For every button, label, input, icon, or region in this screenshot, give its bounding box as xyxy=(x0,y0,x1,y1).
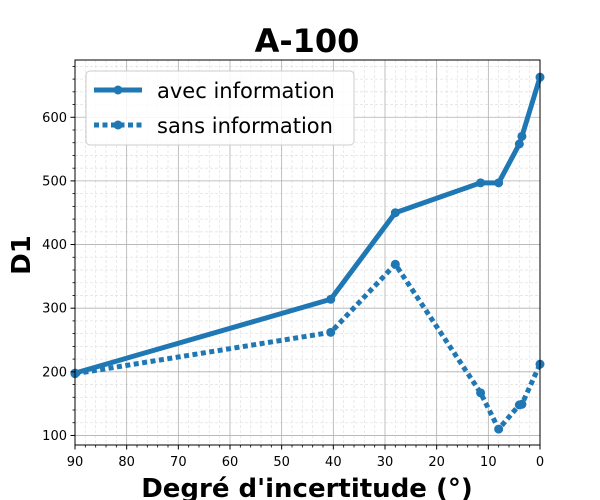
legend: avec information sans information xyxy=(85,70,355,146)
series-point-sans xyxy=(476,388,486,398)
legend-box xyxy=(85,70,355,146)
series-point-sans xyxy=(494,424,504,434)
x-tick-label: 50 xyxy=(273,455,290,470)
x-tick-label: 60 xyxy=(222,455,239,470)
y-axis-label: D1 xyxy=(7,235,37,275)
x-tick-label: 30 xyxy=(377,455,394,470)
y-tick-label: 500 xyxy=(42,174,67,189)
series-point-avec xyxy=(326,294,336,304)
y-tick-label: 600 xyxy=(42,111,67,126)
y-tick-label: 400 xyxy=(42,238,67,253)
legend-label-avec: avec information xyxy=(157,79,335,103)
plot-frame xyxy=(74,59,541,446)
x-tick-label: 10 xyxy=(480,455,497,470)
x-tick-label: 70 xyxy=(170,455,187,470)
series-point-avec xyxy=(517,131,527,141)
y-tick-label: 200 xyxy=(42,365,67,380)
x-tick-label: 20 xyxy=(428,455,445,470)
x-axis-label: Degré d'incertitude (°) xyxy=(141,474,473,500)
x-tick-label: 0 xyxy=(536,455,544,470)
series-point-avec xyxy=(494,178,504,188)
x-tick-label: 90 xyxy=(67,455,84,470)
series-point-sans xyxy=(390,259,400,269)
legend-marker-sans xyxy=(113,120,123,130)
legend-marker-avec xyxy=(113,85,123,95)
series-point-avec xyxy=(514,139,524,149)
y-tick-label: 300 xyxy=(42,302,67,317)
y-tick-label: 100 xyxy=(42,429,67,444)
series-point-sans xyxy=(326,327,336,337)
series-point-avec xyxy=(390,208,400,218)
series-point-avec xyxy=(476,178,486,188)
legend-label-sans: sans information xyxy=(157,114,333,138)
chart-title: A-100 xyxy=(255,22,360,60)
minor-grid xyxy=(75,60,540,445)
series-point-sans xyxy=(517,399,527,409)
x-tick-label: 40 xyxy=(325,455,342,470)
series-layer xyxy=(70,72,545,434)
x-tick-label: 80 xyxy=(118,455,135,470)
